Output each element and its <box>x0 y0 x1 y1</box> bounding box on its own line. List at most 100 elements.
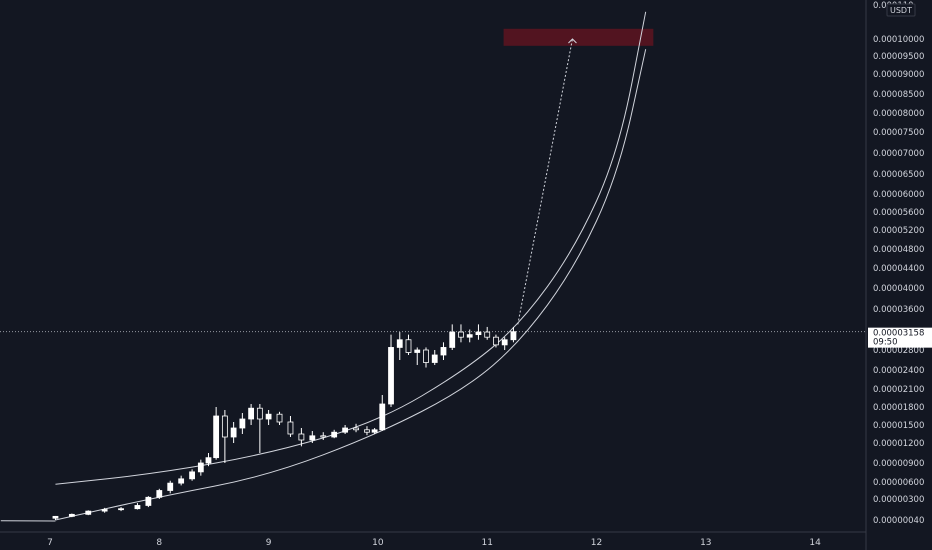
candle <box>156 488 163 499</box>
currency-badge-box <box>886 3 916 17</box>
candle <box>101 507 108 513</box>
candle <box>221 410 228 463</box>
candle <box>167 480 174 494</box>
y-axis[interactable]: 0.0001100.000100000.000095000.000090000.… <box>873 1 924 526</box>
projection-arrow-icon <box>568 38 577 44</box>
candle <box>239 413 246 434</box>
x-tick-label: 7 <box>47 538 53 548</box>
candle-body <box>52 515 59 519</box>
candle-body <box>331 431 338 438</box>
candle <box>431 350 438 365</box>
candle <box>320 432 327 440</box>
candle <box>501 337 508 350</box>
candle-body <box>371 429 378 433</box>
candle <box>134 503 141 510</box>
candle-body <box>134 505 141 510</box>
lower-channel-curve <box>55 49 647 521</box>
candle <box>388 334 394 407</box>
candle <box>423 347 429 368</box>
candle <box>118 507 124 512</box>
candle-body <box>178 478 185 484</box>
candle <box>510 326 517 343</box>
y-tick-label: 0.00004800 <box>873 245 924 255</box>
candle-body <box>431 354 438 363</box>
candle <box>85 510 92 516</box>
y-tick-label: 0.00007500 <box>873 128 924 138</box>
candle-body <box>449 331 456 348</box>
candle <box>484 326 491 340</box>
x-tick-label: 8 <box>156 538 162 548</box>
candle-body <box>205 457 212 464</box>
target-zone <box>503 28 654 46</box>
candle-body <box>256 407 263 420</box>
candle-body <box>342 427 349 433</box>
y-tick-label: 0.00000300 <box>873 495 924 505</box>
candle <box>52 515 59 520</box>
candle-body <box>466 334 473 338</box>
candle <box>298 428 305 447</box>
candle <box>414 347 421 365</box>
candle-body <box>230 427 237 438</box>
candle <box>248 404 255 425</box>
y-tick-label: 0.00003600 <box>873 305 924 315</box>
candle <box>189 469 195 481</box>
candle <box>458 324 464 343</box>
currency-badge[interactable]: USDT <box>886 3 916 17</box>
candle-body <box>484 331 491 338</box>
candle <box>440 342 447 360</box>
x-tick-label: 13 <box>700 538 711 548</box>
candle-body <box>396 339 403 348</box>
candle-body <box>156 490 163 498</box>
candle-body <box>276 413 283 423</box>
upper-channel-curve <box>55 11 647 485</box>
y-tick-label: 0.00010000 <box>873 35 924 45</box>
candle-body <box>353 427 359 431</box>
candle-body <box>101 509 108 512</box>
candle-body <box>405 339 412 353</box>
plot-area[interactable] <box>0 11 866 522</box>
candle-body <box>287 421 294 435</box>
y-tick-label: 0.00004000 <box>873 284 924 294</box>
candle-body <box>265 413 272 420</box>
y-tick-label: 0.00001800 <box>873 403 924 413</box>
candle <box>309 431 316 443</box>
y-tick-label: 0.00001200 <box>873 439 924 449</box>
x-axis[interactable]: 7 8 9 10 11 12 13 14 <box>47 538 821 548</box>
candle-body <box>423 349 429 363</box>
x-tick-label: 9 <box>266 538 272 548</box>
y-tick-label: 0.00009000 <box>873 70 924 80</box>
y-tick-label: 0.00001500 <box>873 421 924 431</box>
candle <box>364 426 370 436</box>
candle-body <box>475 331 482 336</box>
candle <box>213 407 220 460</box>
y-tick-label: 0.00000900 <box>873 459 924 469</box>
candle <box>396 332 403 360</box>
y-tick-label: 0.00008000 <box>873 109 924 119</box>
y-tick-label: 0.00002400 <box>873 366 924 376</box>
candle-body <box>248 407 255 420</box>
candle <box>449 324 456 350</box>
y-tick-label: 0.00009500 <box>873 52 924 62</box>
candle <box>265 410 272 425</box>
candle-body <box>501 339 508 346</box>
candle-body <box>118 508 124 511</box>
candle-body <box>309 435 316 441</box>
y-tick-label: 0.00005600 <box>873 208 924 218</box>
currency-label: USDT <box>890 6 912 15</box>
candle <box>331 429 338 439</box>
candle <box>256 404 263 453</box>
candle-body <box>213 415 220 459</box>
x-tick-label: 14 <box>809 538 821 548</box>
y-tick-label: 0.00008500 <box>873 90 924 100</box>
candle <box>371 428 378 434</box>
candle-body <box>85 510 92 515</box>
candle <box>197 459 204 476</box>
candle <box>353 423 359 433</box>
y-tick-label: 0.00000600 <box>873 478 924 488</box>
x-tick-label: 11 <box>481 538 492 548</box>
y-tick-label: 0.00002100 <box>873 385 924 395</box>
candle-body <box>379 403 386 431</box>
